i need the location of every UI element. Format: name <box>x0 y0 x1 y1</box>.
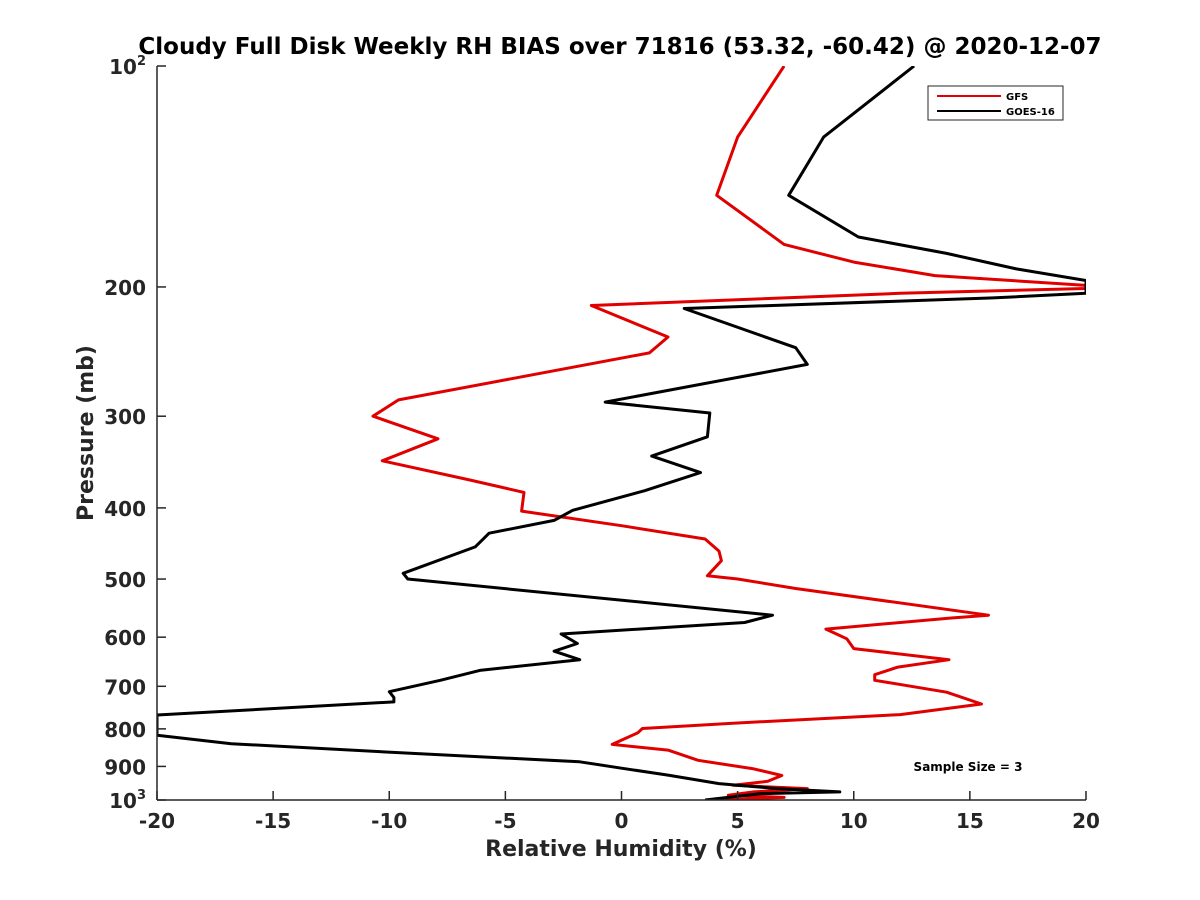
plot-area: -20 -15 -10 -5 0 5 10 15 20 102 200 300 400 500 600 70… <box>104 54 1100 833</box>
y-tick-label: 102 <box>109 54 146 79</box>
y-axis-title: Pressure (mb) <box>74 345 99 521</box>
series-line-gfs <box>371 66 1086 800</box>
series-layer <box>157 66 1086 800</box>
x-axis-title: Relative Humidity (%) <box>485 837 757 862</box>
y-tick-label: 300 <box>104 405 146 429</box>
y-tick-label: 600 <box>104 626 146 650</box>
legend-label-goes16: GOES-16 <box>1006 107 1055 118</box>
series-line-goes16 <box>157 66 1086 800</box>
y-tick-label: 400 <box>104 497 146 521</box>
x-tick-label: -10 <box>371 809 407 833</box>
x-tick-label: 0 <box>615 809 629 833</box>
x-tick-label: 15 <box>956 809 984 833</box>
x-tick-label: -5 <box>494 809 516 833</box>
x-tick-label: 5 <box>731 809 745 833</box>
x-tick-label: 20 <box>1072 809 1100 833</box>
x-tick-label: -20 <box>139 809 175 833</box>
legend-box <box>927 85 1064 121</box>
y-tick-label: 900 <box>104 755 146 779</box>
legend-label-gfs: GFS <box>1006 92 1028 103</box>
x-tick-label: 10 <box>840 809 868 833</box>
chart-title: Cloudy Full Disk Weekly RH BIAS over 718… <box>138 34 1101 60</box>
y-tick-label: 200 <box>104 276 146 300</box>
legend: GFS GOES-16 <box>927 85 1064 121</box>
y-tick-label: 500 <box>104 568 146 592</box>
series-goes16 <box>157 66 1086 800</box>
y-tick-label: 700 <box>104 675 146 699</box>
series-gfs <box>371 66 1086 800</box>
y-axis-ticks: 102 200 300 400 500 600 700 800 900 103 <box>104 54 166 813</box>
sample-size-annotation: Sample Size = 3 <box>914 760 1023 774</box>
x-tick-label: -15 <box>255 809 291 833</box>
y-tick-label: 800 <box>104 718 146 742</box>
y-tick-label: 103 <box>109 788 146 813</box>
x-axis-ticks: -20 -15 -10 -5 0 5 10 15 20 <box>139 791 1100 833</box>
